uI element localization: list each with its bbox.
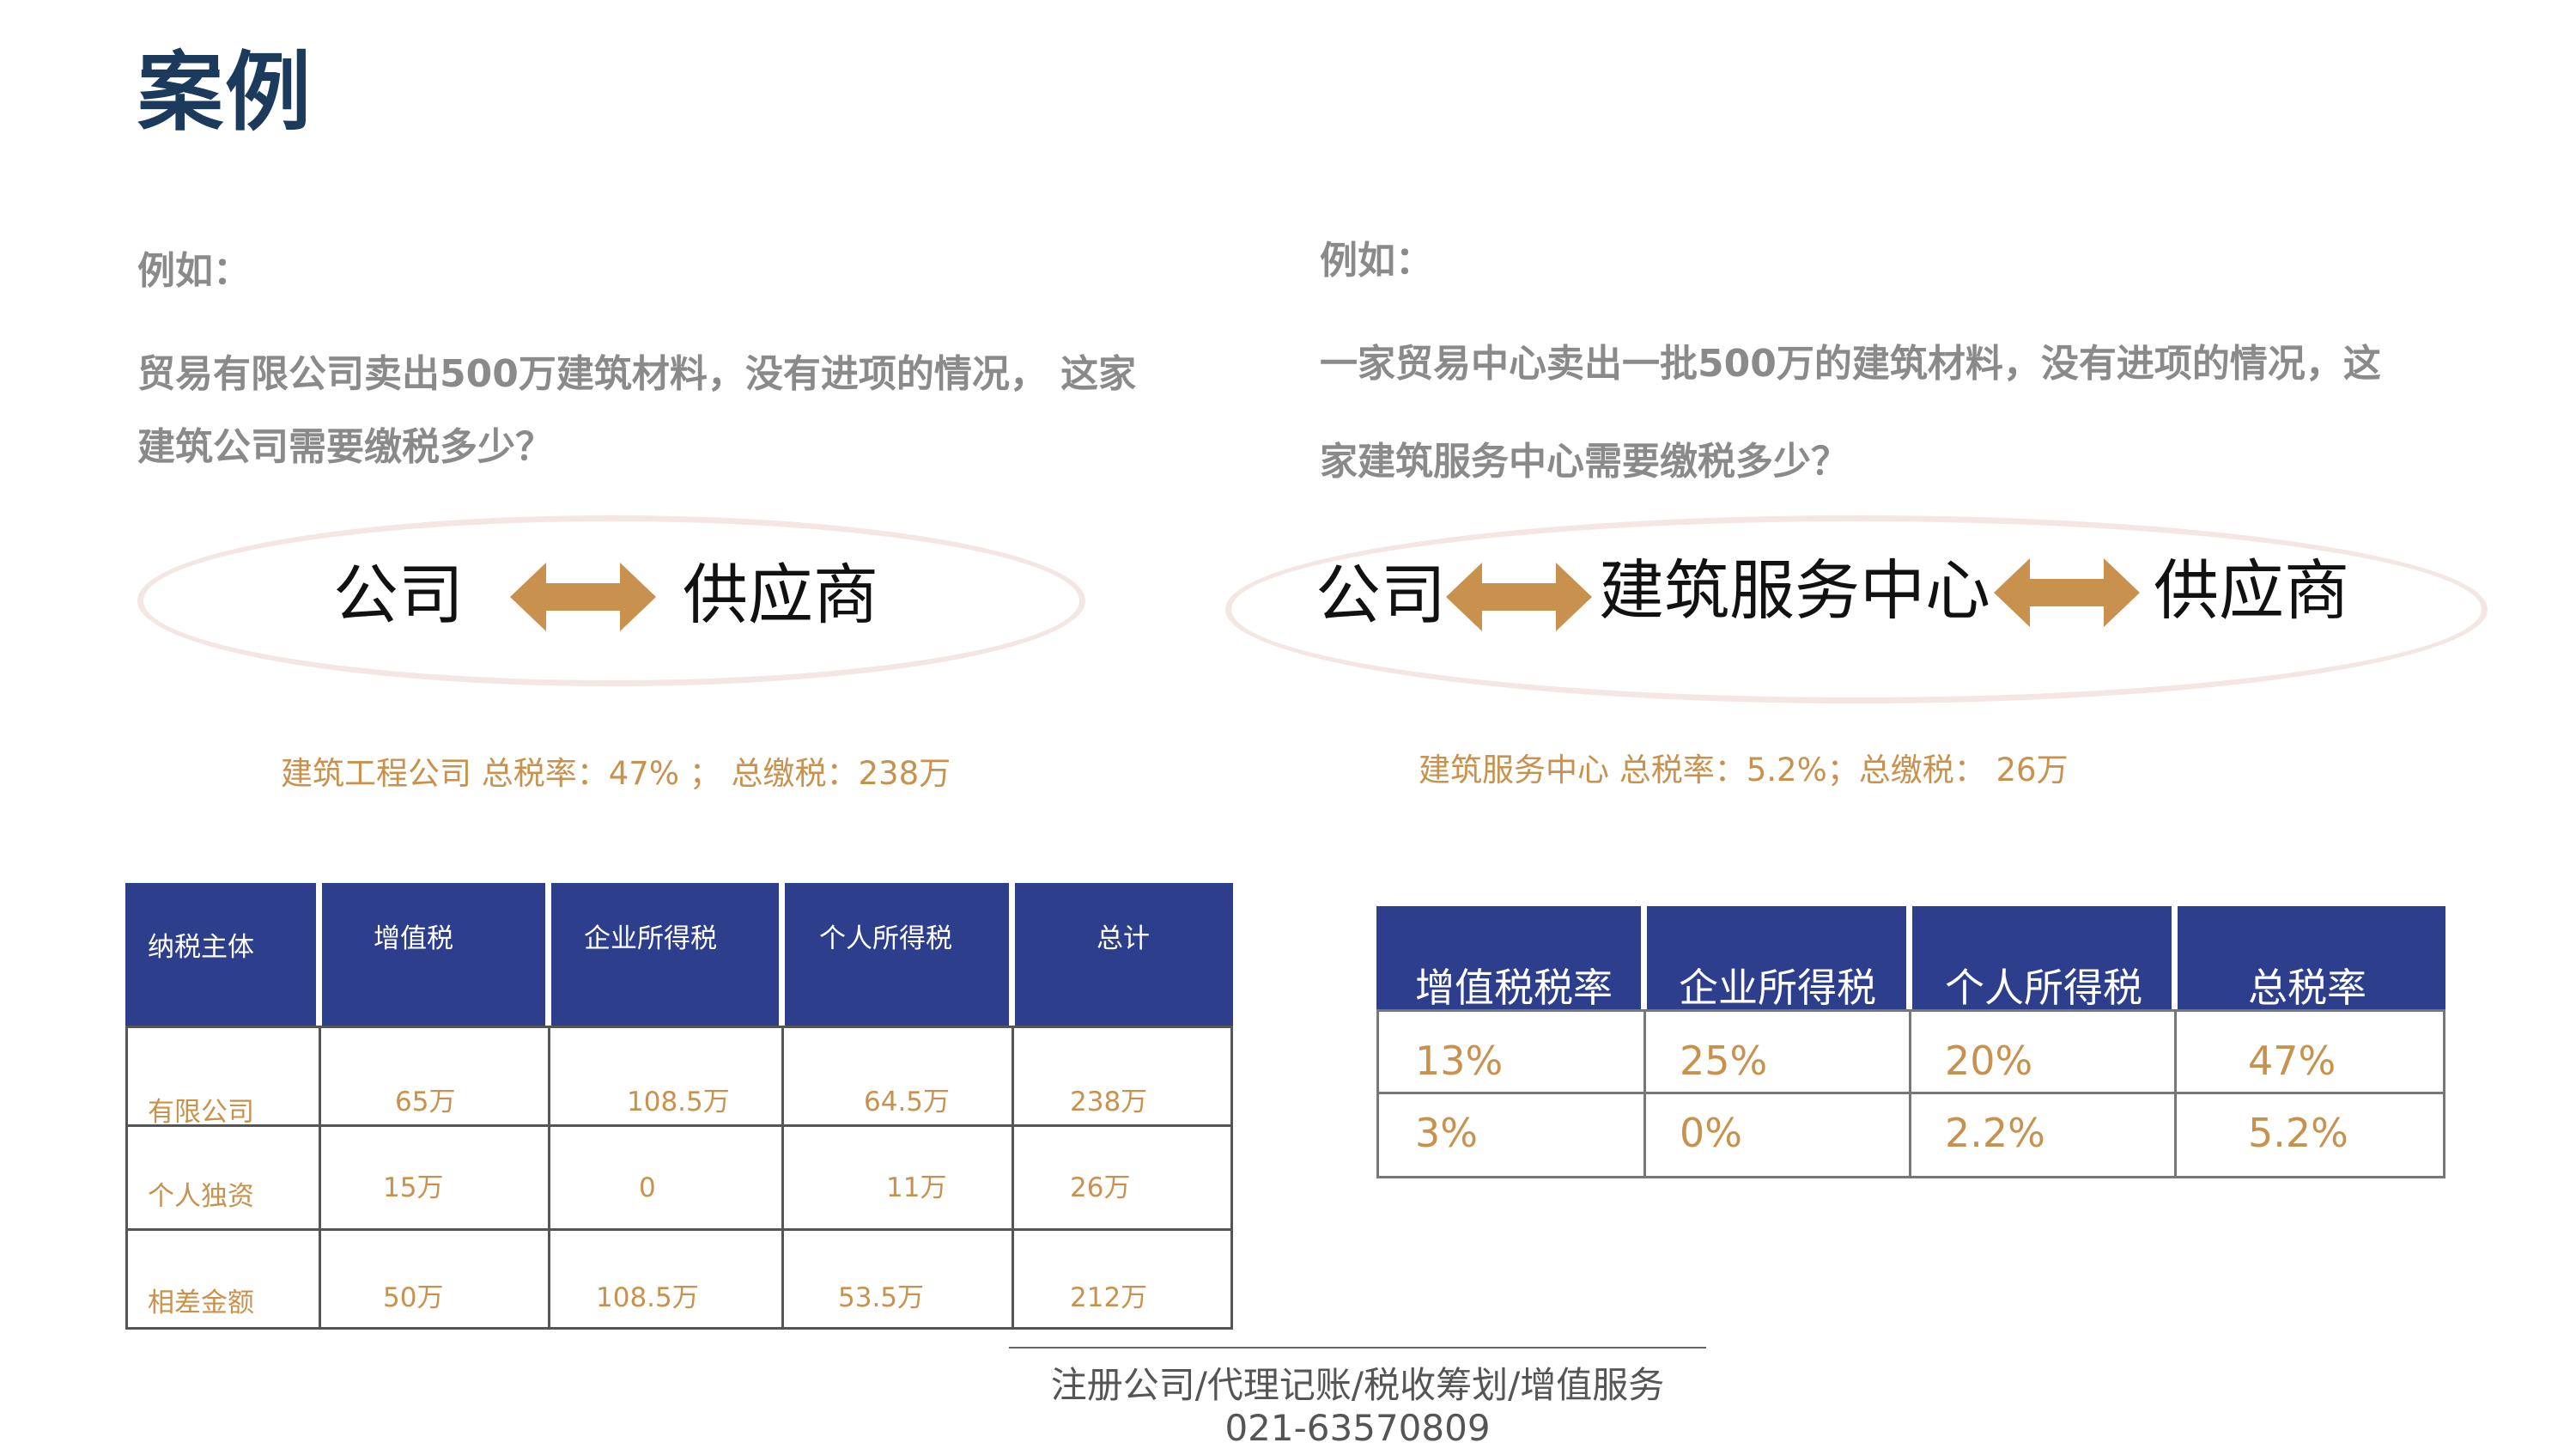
left-flow-ellipse bbox=[137, 515, 1085, 686]
table-divider bbox=[2174, 1009, 2177, 1178]
table-cell: 13% bbox=[1415, 1038, 1504, 1084]
right-flow-service-center: 建筑服务中心 bbox=[1599, 552, 1990, 629]
right-example-label: 例如： bbox=[1320, 239, 1433, 283]
table-cell: 64.5万 bbox=[864, 1087, 951, 1117]
right-flow-ellipse bbox=[1225, 515, 2488, 703]
table-cell: 有限公司 bbox=[148, 1097, 254, 1128]
left-question-line1: 贸易有限公司卖出500万建筑材料，没有进项的情况， 这家 bbox=[137, 352, 1137, 396]
table-divider bbox=[125, 1026, 1233, 1028]
table-cell: 个人独资 bbox=[148, 1181, 254, 1212]
left-flow-supplier: 供应商 bbox=[683, 557, 878, 633]
right-table-header-label: 增值税税率 bbox=[1415, 965, 1613, 1011]
table-cell: 47% bbox=[2248, 1038, 2336, 1084]
left-table-header-cell: 总计 bbox=[1015, 883, 1233, 1026]
left-example-label: 例如： bbox=[137, 249, 251, 293]
left-summary: 建筑工程公司 总税率：47% ； 总缴税：238万 bbox=[281, 755, 951, 792]
right-question-line1: 一家贸易中心卖出一批500万的建筑材料，没有进项的情况，这 bbox=[1320, 342, 2381, 386]
left-table-header-label: 增值税 bbox=[374, 923, 453, 954]
table-cell: 0% bbox=[1680, 1110, 1742, 1156]
left-table-header-label: 纳税主体 bbox=[148, 932, 254, 963]
right-table-header-cell: 总税率 bbox=[2178, 906, 2445, 1009]
table-cell: 15万 bbox=[383, 1172, 444, 1203]
left-table-header-cell: 增值税 bbox=[322, 883, 545, 1026]
footer-services: 注册公司/代理记账/税收筹划/增值服务 bbox=[1050, 1364, 1665, 1406]
table-divider bbox=[1643, 1009, 1646, 1178]
table-divider bbox=[1909, 1009, 1911, 1178]
double-arrow-icon bbox=[1994, 558, 2140, 627]
right-summary: 建筑服务中心 总税率：5.2%；总缴税： 26万 bbox=[1419, 752, 2069, 788]
table-divider bbox=[1012, 1026, 1014, 1330]
right-tax-rate-table: 增值税税率 企业所得税 个人所得税 总税率 13% 25% 20% 47% 3%… bbox=[1376, 906, 2445, 1179]
table-divider bbox=[125, 1327, 1233, 1330]
left-table-header-cell: 纳税主体 bbox=[125, 883, 316, 1026]
table-cell: 20% bbox=[1945, 1038, 2033, 1084]
right-table-header-cell: 企业所得税 bbox=[1647, 906, 1906, 1009]
table-cell: 0 bbox=[639, 1172, 656, 1203]
double-arrow-icon bbox=[510, 563, 656, 631]
right-table-header-cell: 个人所得税 bbox=[1912, 906, 2172, 1009]
table-cell: 11万 bbox=[886, 1172, 947, 1203]
left-table-header-label: 企业所得税 bbox=[584, 923, 717, 954]
table-divider bbox=[125, 1026, 128, 1330]
table-cell: 108.5万 bbox=[627, 1087, 730, 1117]
table-divider bbox=[319, 1026, 321, 1330]
right-flow-supplier: 供应商 bbox=[2154, 552, 2349, 629]
table-divider bbox=[548, 1026, 550, 1330]
right-table-header-cell: 增值税税率 bbox=[1376, 906, 1641, 1009]
table-cell: 108.5万 bbox=[596, 1282, 699, 1313]
right-table-header-label: 总税率 bbox=[2248, 965, 2366, 1011]
left-question-line2: 建筑公司需要缴税多少？ bbox=[137, 425, 553, 469]
table-divider bbox=[125, 1228, 1233, 1231]
right-table-header-label: 个人所得税 bbox=[1945, 965, 2142, 1011]
table-cell: 53.5万 bbox=[838, 1282, 925, 1313]
page-title: 案例 bbox=[137, 42, 313, 143]
left-table-header-cell: 个人所得税 bbox=[785, 883, 1009, 1026]
table-cell: 26万 bbox=[1070, 1172, 1131, 1203]
table-divider bbox=[2443, 1009, 2445, 1178]
table-divider bbox=[781, 1026, 784, 1330]
table-cell: 25% bbox=[1680, 1038, 1768, 1084]
table-divider bbox=[1376, 1009, 1379, 1178]
table-cell: 5.2% bbox=[2248, 1110, 2348, 1156]
right-flow-company: 公司 bbox=[1315, 557, 1446, 633]
right-table-header-label: 企业所得税 bbox=[1679, 965, 1876, 1011]
table-cell: 2.2% bbox=[1945, 1110, 2045, 1156]
footer-phone: 021-63570809 bbox=[1224, 1407, 1491, 1449]
left-table-header-label: 总计 bbox=[1097, 923, 1150, 954]
left-flow-company: 公司 bbox=[333, 557, 464, 633]
table-cell: 212万 bbox=[1070, 1282, 1148, 1313]
right-question-line2: 家建筑服务中心需要缴税多少？ bbox=[1320, 440, 1849, 484]
footer-divider bbox=[1009, 1347, 1706, 1349]
table-cell: 50万 bbox=[383, 1282, 444, 1313]
table-cell: 3% bbox=[1415, 1110, 1478, 1156]
left-table-header-cell: 企业所得税 bbox=[551, 883, 779, 1026]
table-divider bbox=[125, 1124, 1233, 1127]
table-divider bbox=[1230, 1026, 1233, 1330]
table-cell: 238万 bbox=[1070, 1087, 1148, 1117]
left-table-header-label: 个人所得税 bbox=[819, 923, 952, 954]
double-arrow-icon bbox=[1446, 563, 1592, 631]
left-tax-table: 纳税主体 增值税 企业所得税 个人所得税 总计 有限公司 65万 108.5万 … bbox=[125, 883, 1233, 1330]
table-cell: 65万 bbox=[395, 1087, 456, 1117]
table-cell: 相差金额 bbox=[148, 1288, 254, 1318]
